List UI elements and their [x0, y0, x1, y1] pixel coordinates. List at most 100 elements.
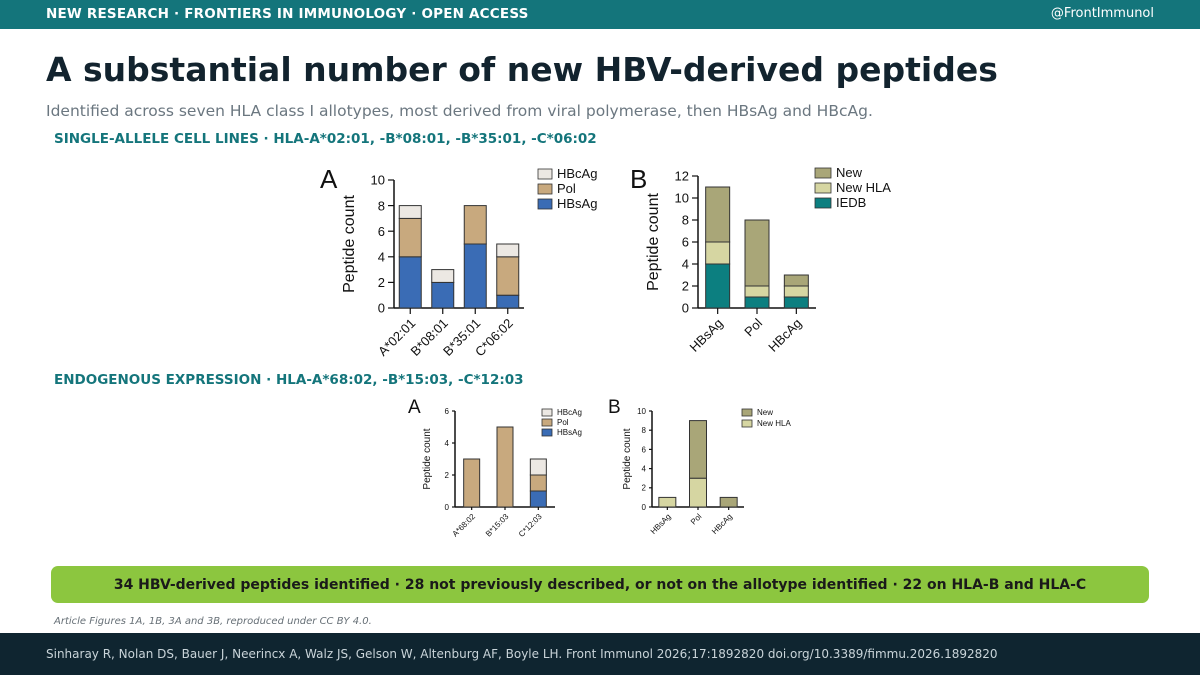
bar-new-hla-hbsag [658, 496, 677, 508]
bar-pol-c-12-03 [529, 474, 547, 492]
bar-new-pol [689, 420, 707, 479]
banner-tags: NEW RESEARCH · FRONTIERS IN IMMUNOLOGY ·… [46, 6, 529, 22]
bar-hbcag-c-12-03 [529, 458, 547, 476]
panel-letter: B [608, 397, 621, 418]
bar-new-pol [744, 219, 770, 287]
y-tick-label: 12 [675, 169, 689, 184]
panel-letter: B [630, 164, 647, 194]
y-axis-label: Peptide count [622, 428, 633, 489]
chart-endogenous-a: A 0 2 4 6 Peptide count A*68:02 B*15:03 C*12:03 H… [408, 397, 582, 539]
legend-swatch-pol [541, 418, 553, 427]
bar-new-hbcag [719, 496, 738, 508]
y-tick-label: 6 [682, 235, 689, 250]
y-tick-label: 6 [378, 224, 385, 239]
legend-label-new: New [757, 408, 773, 417]
bar-pol-b-35-01 [463, 205, 487, 245]
y-tick-label: 8 [682, 213, 689, 228]
bar-hbsag-b-08-01 [431, 281, 455, 309]
x-tick-label: A*68:02 [451, 512, 478, 539]
legend-label-iedb: IEDB [836, 195, 866, 210]
y-tick-label: 4 [378, 249, 385, 264]
y-tick-label: 4 [642, 464, 647, 473]
x-tick-label: HBcAg [765, 316, 804, 355]
legend-label-pol: Pol [557, 181, 576, 196]
bar-hbsag-b-35-01 [463, 243, 487, 309]
y-tick-label: 2 [378, 275, 385, 290]
y-tick-label: 10 [637, 407, 646, 416]
y-tick-label: 0 [445, 503, 450, 512]
legend-swatch-hbcag [537, 168, 553, 180]
legend-label-hbsag: HBsAg [557, 196, 597, 211]
y-tick-label: 6 [445, 407, 450, 416]
bar-pol-c-06-02 [496, 256, 520, 296]
bar-hbcag-b-08-01 [431, 269, 455, 283]
x-tick-label: HBsAg [649, 512, 673, 536]
x-tick-label: Pol [689, 512, 704, 527]
y-axis-label: Peptide count [422, 428, 433, 489]
x-tick-label: Pol [741, 315, 765, 339]
legend-label-new: New [836, 165, 863, 180]
y-tick-label: 2 [445, 471, 450, 480]
page-title: A substantial number of new HBV-derived … [46, 50, 998, 89]
legend-swatch-hbsag [537, 198, 553, 210]
y-axis-label: Peptide count [341, 195, 358, 293]
chart-endogenous-b: B 0 2 4 6 8 10 Peptide count HBsAg Pol HBcAg New New… [608, 397, 791, 536]
summary-banner: 34 HBV-derived peptides identified · 28 … [51, 566, 1149, 603]
bar-pol-a-68-02 [463, 458, 481, 508]
bar-iedb-pol [744, 296, 770, 309]
y-tick-label: 0 [682, 301, 689, 316]
legend-swatch-hbcag [541, 408, 553, 417]
legend-label-new-hla: New HLA [757, 419, 791, 428]
bar-new-hla-hbsag [705, 241, 731, 265]
y-tick-label: 6 [642, 445, 647, 454]
legend-label-hbcag: HBcAg [557, 408, 582, 417]
y-tick-label: 8 [642, 426, 647, 435]
bar-new-hla-hbcag [783, 285, 809, 298]
bar-pol-b-15-03 [496, 426, 514, 508]
page-subtitle: Identified across seven HLA class I allo… [46, 102, 873, 120]
citation[interactable]: Sinharay R, Nolan DS, Bauer J, Neerincx … [46, 647, 998, 661]
summary-text: 34 HBV-derived peptides identified · 28 … [113, 576, 1087, 593]
x-tick-label: HBcAg [710, 512, 734, 536]
legend-label-hbsag: HBsAg [557, 428, 582, 437]
y-tick-label: 8 [378, 198, 385, 213]
section-single-allele: SINGLE-ALLELE CELL LINES · HLA-A*02:01, … [54, 131, 597, 147]
panel-letter: A [320, 164, 338, 194]
y-tick-label: 10 [371, 173, 385, 188]
bar-hbcag-a-02-01 [398, 205, 422, 219]
y-tick-label: 4 [682, 257, 689, 272]
bar-hbsag-a-02-01 [398, 256, 422, 309]
bar-hbsag-c-12-03 [529, 490, 547, 508]
top-banner: NEW RESEARCH · FRONTIERS IN IMMUNOLOGY ·… [0, 0, 1200, 29]
footer-bar: Sinharay R, Nolan DS, Bauer J, Neerincx … [0, 633, 1200, 675]
bar-new-hbcag [783, 274, 809, 287]
y-tick-label: 10 [675, 191, 689, 206]
y-axis-label: Peptide count [645, 193, 662, 291]
legend-swatch-hbsag [541, 428, 553, 437]
x-tick-label: HBsAg [687, 316, 726, 355]
chart-single-allele-b: B 0 2 4 6 8 10 12 Peptide count HBsAg Pol HBcAg NewN… [630, 164, 891, 355]
journal-handle[interactable]: @FrontImmunol [1050, 6, 1154, 21]
bar-new-hla-pol [744, 285, 770, 298]
bar-new-hbsag [705, 186, 731, 243]
y-tick-label: 0 [642, 503, 647, 512]
legend-label-pol: Pol [557, 418, 569, 427]
legend-swatch-iedb [814, 197, 832, 209]
legend-swatch-new-hla [741, 419, 753, 428]
bar-pol-a-02-01 [398, 217, 422, 258]
y-tick-label: 0 [378, 301, 385, 316]
bar-new-hla-pol [689, 477, 707, 508]
legend-label-hbcag: HBcAg [557, 166, 597, 181]
figure-credit: Article Figures 1A, 1B, 3A and 3B, repro… [54, 616, 372, 627]
legend-label-new-hla: New HLA [836, 180, 891, 195]
y-tick-label: 2 [682, 279, 689, 294]
section-endogenous: ENDOGENOUS EXPRESSION · HLA-A*68:02, -B*… [54, 372, 524, 388]
bar-iedb-hbsag [705, 263, 731, 309]
bar-hbcag-c-06-02 [496, 243, 520, 258]
legend-swatch-new [814, 167, 832, 179]
x-tick-label: C*12:03 [517, 512, 544, 539]
legend-swatch-pol [537, 183, 553, 195]
x-tick-label: B*15:03 [484, 512, 511, 539]
legend-swatch-new [741, 408, 753, 417]
